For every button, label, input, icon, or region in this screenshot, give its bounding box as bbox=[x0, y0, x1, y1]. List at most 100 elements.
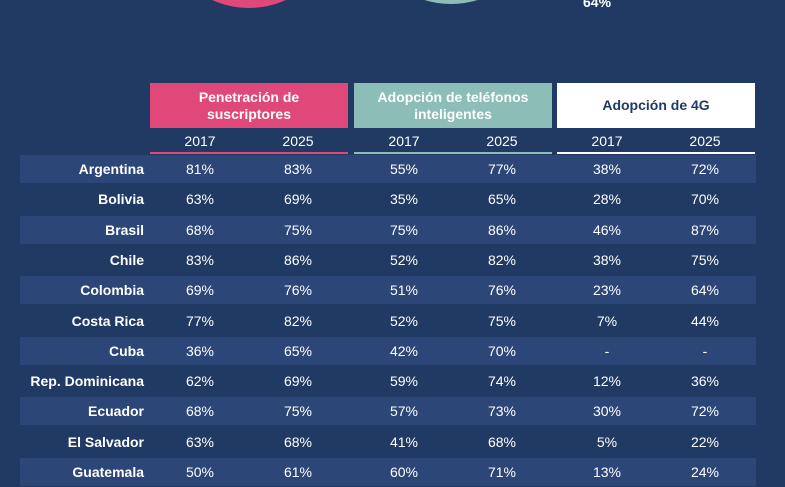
table-cell: 38% bbox=[592, 161, 622, 177]
table-cell: 74% bbox=[487, 373, 517, 390]
table-cell: 42% bbox=[389, 342, 419, 359]
table-cell: 65% bbox=[487, 191, 517, 208]
table-cell: 57% bbox=[389, 403, 419, 420]
subscriber-penetration-donut bbox=[160, 0, 338, 8]
table-cell: 36% bbox=[690, 373, 720, 390]
table-cell: 75% bbox=[283, 221, 313, 238]
table-cell: 70% bbox=[690, 191, 720, 208]
table-cell: 44% bbox=[690, 312, 720, 329]
table-cell: 72% bbox=[690, 161, 720, 177]
table-cell: 68% bbox=[283, 433, 313, 450]
table-cell: 22% bbox=[690, 433, 720, 450]
table-cell: 68% bbox=[185, 221, 215, 238]
country-label: Bolivia bbox=[98, 191, 144, 208]
table-cell: 87% bbox=[690, 221, 720, 238]
table-cell: 75% bbox=[283, 403, 313, 420]
table-cell: 86% bbox=[487, 221, 517, 238]
table-cell: - bbox=[604, 342, 610, 359]
year-header: 2025 bbox=[282, 133, 314, 149]
table-row: Ecuador 68% 75% 57% 73% 30% 72% bbox=[20, 397, 756, 426]
table-cell: 55% bbox=[389, 161, 419, 177]
table-cell: 75% bbox=[690, 251, 720, 268]
table-row: El Salvador 63% 68% 41% 68% 5% 22% bbox=[20, 428, 756, 456]
year-underline bbox=[354, 152, 552, 154]
year-underline bbox=[150, 152, 348, 154]
table-row: Costa Rica 77% 82% 52% 75% 7% 44% bbox=[20, 307, 756, 335]
table-cell: 61% bbox=[283, 464, 313, 480]
year-header: 2017 bbox=[184, 133, 216, 149]
table-cell: 7% bbox=[596, 312, 618, 329]
table-cell: 36% bbox=[185, 342, 215, 359]
table-cell: 62% bbox=[185, 373, 215, 390]
table-cell: 12% bbox=[592, 373, 622, 390]
donut-value-label: 64% bbox=[583, 0, 612, 10]
year-underline bbox=[557, 152, 755, 154]
table-cell: 13% bbox=[592, 464, 622, 480]
table-row: Bolivia 63% 69% 35% 65% 28% 70% bbox=[20, 185, 756, 213]
table-cell: 69% bbox=[283, 373, 313, 390]
table-row: Argentina 81% 83% 55% 77% 38% 72% bbox=[20, 155, 756, 183]
table-cell: 69% bbox=[185, 282, 215, 299]
country-label: Ecuador bbox=[87, 403, 144, 420]
country-label: El Salvador bbox=[67, 433, 144, 450]
table-cell: 63% bbox=[185, 433, 215, 450]
table-row: Chile 83% 86% 52% 82% 38% 75% bbox=[20, 246, 756, 274]
table-cell: 81% bbox=[185, 161, 215, 177]
table-cell: 5% bbox=[596, 433, 618, 450]
table-cell: - bbox=[702, 342, 708, 359]
table-cell: 52% bbox=[389, 251, 419, 268]
table-cell: 38% bbox=[592, 251, 622, 268]
table-cell: 50% bbox=[185, 464, 215, 480]
table-cell: 60% bbox=[389, 464, 419, 480]
country-label: Argentina bbox=[78, 161, 144, 177]
year-header: 2025 bbox=[689, 133, 721, 149]
table-cell: 64% bbox=[690, 282, 720, 299]
table-cell: 59% bbox=[389, 373, 419, 390]
table-cell: 41% bbox=[389, 433, 419, 450]
year-header: 2017 bbox=[388, 133, 420, 149]
table-cell: 23% bbox=[592, 282, 622, 299]
table-cell: 46% bbox=[592, 221, 622, 238]
table-row: Brasil 68% 75% 75% 86% 46% 87% bbox=[20, 215, 756, 244]
table-cell: 28% bbox=[592, 191, 622, 208]
country-label: Cuba bbox=[109, 342, 144, 359]
table-cell: 65% bbox=[283, 342, 313, 359]
year-header: 2025 bbox=[486, 133, 518, 149]
country-label: Guatemala bbox=[72, 464, 144, 480]
country-label: Costa Rica bbox=[71, 312, 144, 329]
table-cell: 76% bbox=[487, 282, 517, 299]
table-cell: 52% bbox=[389, 312, 419, 329]
table-cell: 35% bbox=[389, 191, 419, 208]
table-cell: 70% bbox=[487, 342, 517, 359]
table-cell: 77% bbox=[487, 161, 517, 177]
table-cell: 82% bbox=[487, 251, 517, 268]
table-cell: 71% bbox=[487, 464, 517, 480]
group-header-smartphone-adoption: Adopción de teléfonos inteligentes bbox=[354, 83, 552, 128]
table-cell: 63% bbox=[185, 191, 215, 208]
table-row: Cuba 36% 65% 42% 70% - - bbox=[20, 336, 756, 365]
group-header-subscriber-penetration: Penetración de suscriptores bbox=[150, 83, 348, 128]
table-cell: 83% bbox=[185, 251, 215, 268]
table-cell: 77% bbox=[185, 312, 215, 329]
table-cell: 82% bbox=[283, 312, 313, 329]
table-cell: 86% bbox=[283, 251, 313, 268]
table-cell: 68% bbox=[487, 433, 517, 450]
country-label: Rep. Dominicana bbox=[30, 373, 144, 390]
table-cell: 83% bbox=[283, 161, 313, 177]
table-cell: 72% bbox=[690, 403, 720, 420]
table-row: Rep. Dominicana 62% 69% 59% 74% 12% 36% bbox=[20, 367, 756, 395]
table-cell: 24% bbox=[690, 464, 720, 480]
table-cell: 68% bbox=[185, 403, 215, 420]
table-cell: 75% bbox=[487, 312, 517, 329]
table-cell: 75% bbox=[389, 221, 419, 238]
table-row: Guatemala 50% 61% 60% 71% 13% 24% bbox=[20, 458, 756, 486]
country-label: Chile bbox=[109, 251, 144, 268]
country-label: Brasil bbox=[105, 221, 144, 238]
table-cell: 69% bbox=[283, 191, 313, 208]
table-cell: 51% bbox=[389, 282, 419, 299]
smartphone-adoption-donut bbox=[360, 0, 542, 4]
table-row: Colombia 69% 76% 51% 76% 23% 64% bbox=[20, 276, 756, 305]
year-header: 2017 bbox=[591, 133, 623, 149]
group-header-4g-adoption: Adopción de 4G bbox=[557, 83, 755, 128]
table-cell: 73% bbox=[487, 403, 517, 420]
